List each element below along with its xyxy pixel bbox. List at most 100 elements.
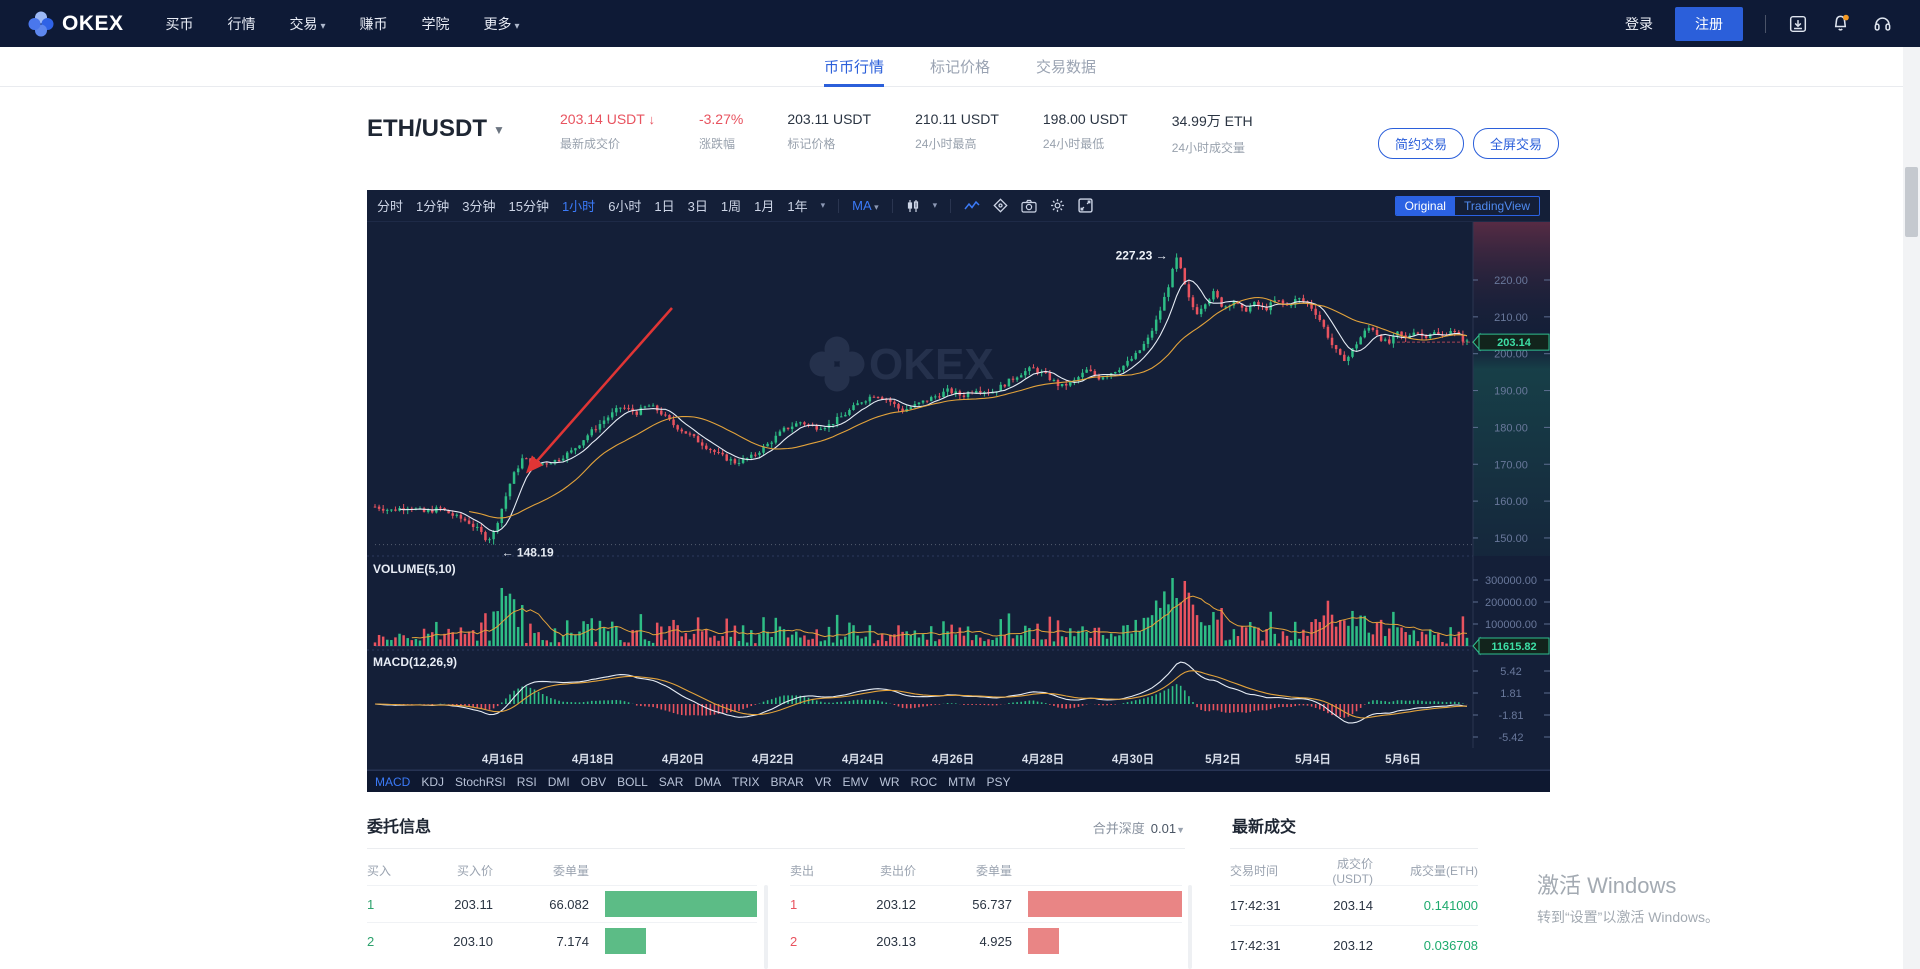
indicator-VR[interactable]: VR bbox=[814, 774, 832, 789]
line-chart-icon[interactable] bbox=[964, 199, 980, 213]
ticker-header: ETH/USDT ▼ 203.14 USDT ↓ 最新成交价 -3.27% 涨跌幅 203… bbox=[0, 87, 1920, 190]
sell-table-scroll-track[interactable] bbox=[1188, 885, 1192, 969]
screenshot-camera-icon[interactable] bbox=[1021, 199, 1037, 213]
period-1分钟[interactable]: 1分钟 bbox=[416, 199, 450, 214]
stat-label: 涨跌幅 bbox=[698, 137, 735, 151]
indicator-EMV[interactable]: EMV bbox=[842, 774, 869, 789]
order-price: 203.12 bbox=[876, 896, 916, 912]
price-axis: 220.00 210.00 200.00 190.00 180.00 170.00 160.… bbox=[1473, 275, 1550, 744]
svg-text:-5.42: -5.42 bbox=[1498, 732, 1523, 744]
toggle-original[interactable]: Original bbox=[1395, 196, 1455, 215]
ma-selector[interactable]: MA ▾ bbox=[852, 198, 879, 213]
indicator-PSY[interactable]: PSY bbox=[986, 774, 1011, 789]
indicator-MTM[interactable]: MTM bbox=[948, 774, 976, 789]
chart-type-selector[interactable] bbox=[906, 199, 920, 213]
svg-text:200.00: 200.00 bbox=[1494, 349, 1528, 361]
tab-标记价格[interactable]: 标记价格 bbox=[929, 59, 990, 76]
top-navigation: OKEX 买币 行情 交易 ▾ 赚币 学院 更多 ▾ 登录 注册 bbox=[0, 0, 1920, 47]
order-index: 1 bbox=[367, 896, 375, 912]
period-1小时[interactable]: 1小时 bbox=[561, 199, 596, 214]
period-more-caret-icon[interactable]: ▾ bbox=[820, 200, 826, 210]
indicator-StochRSI[interactable]: StochRSI bbox=[455, 774, 506, 789]
period-3日[interactable]: 3日 bbox=[687, 199, 708, 214]
trade-price: 203.14 bbox=[1333, 898, 1373, 913]
scrollbar-thumb[interactable] bbox=[1905, 167, 1918, 237]
nav-item-赚币[interactable]: 赚币 bbox=[359, 15, 388, 32]
volume-ma-line bbox=[411, 595, 1468, 639]
indicator-DMA[interactable]: DMA bbox=[694, 774, 722, 789]
nav-item-更多[interactable]: 更多 ▾ bbox=[483, 15, 520, 32]
indicator-KDJ[interactable]: KDJ bbox=[421, 774, 445, 789]
notifications-bell-icon[interactable] bbox=[1830, 14, 1850, 34]
pair-label: ETH/USDT bbox=[367, 115, 487, 142]
download-app-icon[interactable] bbox=[1788, 14, 1808, 34]
period-15分钟[interactable]: 15分钟 bbox=[508, 199, 549, 214]
toggle-tradingview[interactable]: TradingView bbox=[1463, 198, 1530, 213]
sell-orders-table: 卖出 卖出价 委单量 1 203.12 56.737 2 203.13 4.925 bbox=[790, 855, 1182, 959]
order-price: 203.13 bbox=[876, 933, 916, 949]
col-header-spacer bbox=[605, 857, 757, 883]
tab-交易数据[interactable]: 交易数据 bbox=[1036, 59, 1097, 76]
indicator-TRIX[interactable]: TRIX bbox=[732, 774, 760, 789]
main-menu: 买币 行情 交易 ▾ 赚币 学院 更多 ▾ bbox=[166, 14, 520, 34]
nav-item-学院[interactable]: 学院 bbox=[421, 15, 450, 32]
col-header-spacer bbox=[1028, 857, 1182, 883]
sell-order-row[interactable]: 2 203.13 4.925 bbox=[790, 922, 1182, 959]
col-header: 卖出 bbox=[790, 863, 815, 878]
depth-bar-area bbox=[1028, 891, 1182, 917]
period-3分钟[interactable]: 3分钟 bbox=[462, 199, 496, 214]
nav-item-交易[interactable]: 交易 ▾ bbox=[289, 15, 326, 32]
okex-logo[interactable]: OKEX bbox=[28, 11, 124, 37]
windows-activation-watermark: 激活 Windows 转到“设置”以激活 Windows。 bbox=[1537, 868, 1719, 927]
page-scrollbar[interactable] bbox=[1903, 47, 1920, 969]
indicator-SAR[interactable]: SAR bbox=[658, 774, 684, 789]
period-1周[interactable]: 1周 bbox=[720, 199, 742, 214]
trade-amount: 0.141000 bbox=[1423, 898, 1478, 913]
period-6小时[interactable]: 6小时 bbox=[608, 199, 642, 214]
chart-toolbar: 分时 1分钟 3分钟 15分钟 1小时 6小时 1日 3日 1周 1月 1年 ▾ MA ▾ ▾ Origin… bbox=[367, 190, 1550, 222]
mode-button-全屏交易[interactable]: 全屏交易 bbox=[1473, 128, 1560, 159]
pair-selector[interactable]: ETH/USDT ▼ bbox=[367, 115, 505, 143]
period-1月[interactable]: 1月 bbox=[754, 199, 775, 214]
ticker-stat: 34.99万 ETH 24小时成交量 bbox=[1172, 111, 1253, 156]
login-link[interactable]: 登录 bbox=[1625, 15, 1653, 32]
chevron-down-icon[interactable]: ▾ bbox=[932, 200, 938, 210]
indicator-MACD[interactable]: MACD bbox=[375, 774, 411, 789]
depth-bar-area bbox=[605, 928, 757, 954]
indicator-WR[interactable]: WR bbox=[879, 774, 900, 789]
sell-order-row[interactable]: 1 203.12 56.737 bbox=[790, 885, 1182, 922]
indicator-RSI[interactable]: RSI bbox=[516, 774, 537, 789]
svg-text:1.81: 1.81 bbox=[1500, 688, 1521, 700]
period-1日[interactable]: 1日 bbox=[654, 199, 675, 214]
date-tick: 4月26日 bbox=[931, 754, 975, 766]
mode-button-简约交易[interactable]: 简约交易 bbox=[1378, 128, 1465, 159]
nav-item-行情[interactable]: 行情 bbox=[227, 15, 256, 32]
nav-item-买币[interactable]: 买币 bbox=[165, 15, 194, 32]
period-分时[interactable]: 分时 bbox=[377, 199, 404, 214]
pair-caret-icon: ▼ bbox=[493, 123, 505, 137]
indicator-ROC[interactable]: ROC bbox=[910, 774, 938, 789]
indicator-OBV[interactable]: OBV bbox=[580, 774, 607, 789]
buy-order-row[interactable]: 2 203.10 7.174 bbox=[367, 922, 757, 959]
drawing-tag-icon[interactable] bbox=[993, 198, 1008, 213]
indicator-DMI[interactable]: DMI bbox=[547, 774, 570, 789]
indicator-BOLL[interactable]: BOLL bbox=[617, 774, 648, 789]
date-tick: 4月30日 bbox=[1111, 754, 1155, 766]
chart-panel: 分时 1分钟 3分钟 15分钟 1小时 6小时 1日 3日 1周 1月 1年 ▾ MA ▾ ▾ Origin… bbox=[367, 190, 1550, 792]
candlestick-chart[interactable]: OKEX 220.00 210.00 200.00 190.00 180.00 170.00… bbox=[367, 222, 1550, 748]
fullscreen-expand-icon[interactable] bbox=[1078, 198, 1093, 213]
order-amount: 66.082 bbox=[549, 896, 589, 912]
buy-table-scroll-track[interactable] bbox=[764, 885, 768, 969]
chart-settings-gear-icon[interactable] bbox=[1050, 198, 1065, 213]
support-headset-icon[interactable] bbox=[1872, 14, 1892, 34]
register-button[interactable]: 注册 bbox=[1675, 6, 1743, 41]
period-1年[interactable]: 1年 bbox=[787, 199, 808, 214]
col-header: 交易时间 bbox=[1230, 863, 1279, 878]
order-index: 1 bbox=[790, 896, 798, 912]
trade-time: 17:42:31 bbox=[1230, 898, 1281, 913]
tab-币币行情[interactable]: 币币行情 bbox=[823, 47, 884, 87]
buy-order-row[interactable]: 1 203.11 66.082 bbox=[367, 885, 757, 922]
depth-merge-selector[interactable]: 合并深度 0.01▼ bbox=[1060, 818, 1185, 837]
indicator-BRAR[interactable]: BRAR bbox=[770, 774, 804, 789]
toolbar-separator bbox=[838, 198, 840, 213]
